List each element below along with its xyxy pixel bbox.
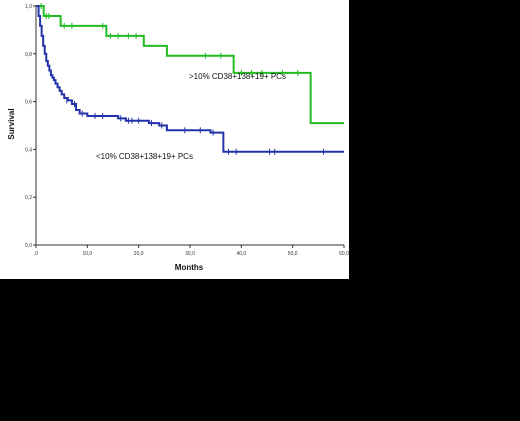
series-line-low bbox=[36, 5, 344, 153]
series-label-low: <10% CD38+138+19+ PCs bbox=[96, 152, 193, 161]
series-layer bbox=[36, 3, 344, 155]
y-tick-label: 0,8 bbox=[25, 52, 32, 58]
x-axis-title: Months bbox=[175, 263, 204, 272]
plot-background bbox=[0, 0, 349, 279]
x-tick-label: ,0 bbox=[34, 251, 38, 257]
y-axis-title: Survival bbox=[7, 108, 16, 139]
y-tick-label: 1,0 bbox=[25, 4, 32, 10]
x-tick-label: 10,0 bbox=[82, 251, 92, 257]
y-tick-label: 0,2 bbox=[25, 195, 32, 201]
x-tick-label: 40,0 bbox=[236, 251, 246, 257]
x-tick-label: 50,0 bbox=[288, 251, 298, 257]
x-tick-label: 20,0 bbox=[134, 251, 144, 257]
y-tick-label: 0,0 bbox=[25, 243, 32, 249]
y-tick-label: 0,4 bbox=[25, 147, 32, 153]
series-line-high bbox=[36, 5, 344, 125]
axes: 0,0 0,2 0,4 0,6 0,8 1,0 ,0 10,0 20,0 30,0 40,0 50,0… bbox=[25, 4, 349, 257]
x-tick-label: 30,0 bbox=[185, 251, 195, 257]
x-tick-label: 60,0 bbox=[339, 251, 349, 257]
series-label-high: >10% CD38+138+19+ PCs bbox=[189, 72, 286, 81]
y-tick-label: 0,6 bbox=[25, 100, 32, 106]
